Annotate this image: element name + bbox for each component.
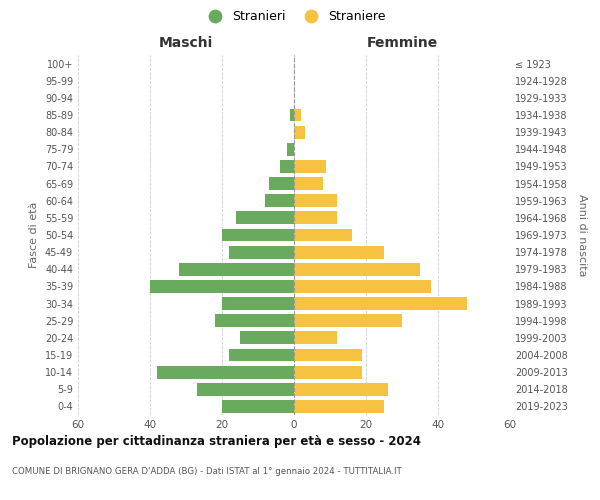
Text: COMUNE DI BRIGNANO GERA D'ADDA (BG) - Dati ISTAT al 1° gennaio 2024 - TUTTITALIA: COMUNE DI BRIGNANO GERA D'ADDA (BG) - Da…	[12, 468, 402, 476]
Y-axis label: Anni di nascita: Anni di nascita	[577, 194, 587, 276]
Bar	[240, 332, 294, 344]
Bar	[229, 348, 294, 362]
Text: Femmine: Femmine	[367, 36, 437, 50]
Bar	[179, 263, 294, 276]
Legend: Stranieri, Straniere: Stranieri, Straniere	[200, 8, 388, 26]
Bar	[294, 228, 352, 241]
Bar	[157, 366, 294, 378]
Bar	[294, 108, 301, 122]
Bar	[280, 160, 294, 173]
Bar	[294, 263, 420, 276]
Bar	[269, 177, 294, 190]
Bar	[294, 366, 362, 378]
Bar	[294, 314, 402, 327]
Bar	[294, 212, 337, 224]
Bar	[150, 280, 294, 293]
Bar	[294, 280, 431, 293]
Y-axis label: Fasce di età: Fasce di età	[29, 202, 39, 268]
Bar	[294, 332, 337, 344]
Bar	[294, 177, 323, 190]
Bar	[222, 228, 294, 241]
Bar	[294, 400, 384, 413]
Bar	[222, 297, 294, 310]
Text: Maschi: Maschi	[159, 36, 213, 50]
Bar	[222, 400, 294, 413]
Bar	[215, 314, 294, 327]
Bar	[294, 126, 305, 138]
Bar	[294, 383, 388, 396]
Bar	[294, 194, 337, 207]
Bar	[294, 348, 362, 362]
Bar	[229, 246, 294, 258]
Bar	[287, 143, 294, 156]
Bar	[294, 160, 326, 173]
Bar	[265, 194, 294, 207]
Bar	[294, 246, 384, 258]
Bar	[294, 297, 467, 310]
Bar	[197, 383, 294, 396]
Text: Popolazione per cittadinanza straniera per età e sesso - 2024: Popolazione per cittadinanza straniera p…	[12, 435, 421, 448]
Bar	[290, 108, 294, 122]
Bar	[236, 212, 294, 224]
